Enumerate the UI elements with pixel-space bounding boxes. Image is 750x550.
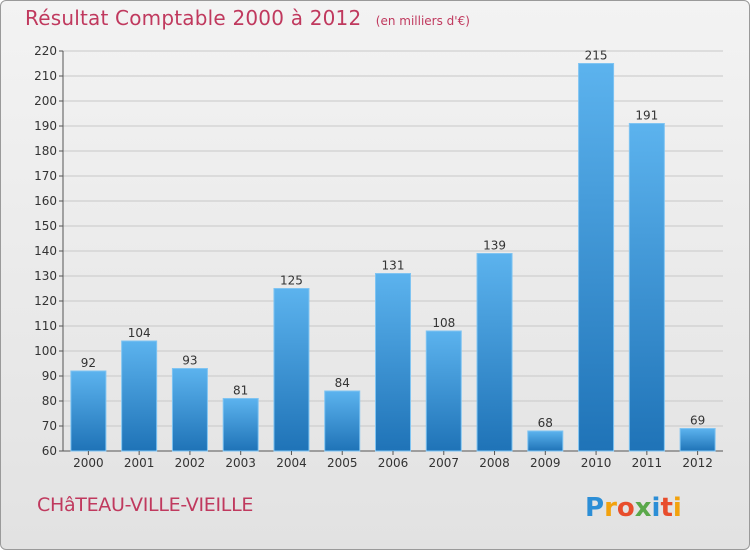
bar-value-label: 69	[690, 414, 705, 428]
y-tick-label: 210	[34, 69, 57, 83]
y-tick-label: 60	[42, 444, 57, 458]
y-tick-label: 180	[34, 144, 57, 158]
x-tick-label: 2003	[225, 456, 256, 470]
bar-2008	[476, 253, 513, 452]
bar-value-label: 93	[182, 354, 197, 368]
x-tick-label: 2010	[581, 456, 612, 470]
x-tick-label: 2009	[530, 456, 561, 470]
bar-value-label: 68	[538, 416, 553, 430]
bar-value-label: 81	[233, 384, 248, 398]
y-tick-label: 130	[34, 269, 57, 283]
y-tick-label: 110	[34, 319, 57, 333]
proxiti-logo: Proxiti	[585, 493, 682, 523]
x-tick-label: 2012	[682, 456, 713, 470]
bar-2000	[70, 370, 107, 452]
bar-2002	[171, 368, 208, 452]
bar-2012	[679, 428, 716, 452]
commune-name: CHâTEAU-VILLE-VIEILLE	[37, 494, 254, 516]
bars: 92 104 93 81 125 84 131 108 139 68 215 191 69	[70, 49, 716, 452]
bar-value-label: 215	[585, 49, 608, 63]
x-tick-label: 2001	[124, 456, 155, 470]
y-tick-label: 170	[34, 169, 57, 183]
chart-title: Résultat Comptable 2000 à 2012 (en milli…	[25, 6, 470, 30]
x-tick-label: 2004	[276, 456, 307, 470]
y-tick-label: 100	[34, 344, 57, 358]
x-tick-label: 2007	[428, 456, 459, 470]
bar-value-label: 139	[483, 239, 506, 253]
bar-value-label: 92	[81, 356, 96, 370]
x-tick-label: 2006	[378, 456, 409, 470]
y-tick-label: 120	[34, 294, 57, 308]
x-tick-label: 2011	[632, 456, 663, 470]
bar-value-label: 84	[335, 376, 350, 390]
bar-2011	[628, 123, 665, 452]
y-tick-label: 70	[42, 419, 57, 433]
x-axis-labels: 2000 2001 2002 2003 2004 2005 2006 2007 2008 2009…	[73, 451, 713, 470]
chart-title-text: Résultat Comptable 2000 à 2012	[25, 6, 362, 30]
y-tick-label: 90	[42, 369, 57, 383]
y-tick-label: 140	[34, 244, 57, 258]
bar-2007	[425, 330, 462, 452]
y-tick-label: 220	[34, 44, 57, 58]
bar-2010	[578, 63, 615, 452]
bar-value-label: 131	[382, 259, 405, 273]
bar-chart: 60 70 80 90 100 110 120 130 140 150 160 170 180 190 20…	[34, 44, 723, 470]
bar-2006	[375, 273, 411, 452]
y-tick-label: 190	[34, 119, 57, 133]
bar-2004	[273, 288, 310, 452]
bar-value-label: 191	[635, 109, 658, 123]
bar-2009	[527, 430, 564, 452]
x-tick-label: 2000	[73, 456, 104, 470]
x-tick-label: 2005	[327, 456, 358, 470]
bar-value-label: 104	[128, 326, 151, 340]
bar-value-label: 108	[432, 316, 455, 330]
x-tick-label: 2008	[479, 456, 510, 470]
bar-2001	[121, 340, 158, 452]
chart-title-unit: (en milliers d'€)	[375, 14, 470, 28]
y-tick-label: 160	[34, 194, 57, 208]
x-tick-label: 2002	[175, 456, 206, 470]
bar-2005	[324, 390, 361, 452]
y-tick-label: 80	[42, 394, 57, 408]
y-tick-label: 200	[34, 94, 57, 108]
svg-text:Proxiti: Proxiti	[585, 493, 682, 523]
bar-value-label: 125	[280, 274, 303, 288]
y-tick-label: 150	[34, 219, 57, 233]
bar-2003	[222, 398, 259, 452]
